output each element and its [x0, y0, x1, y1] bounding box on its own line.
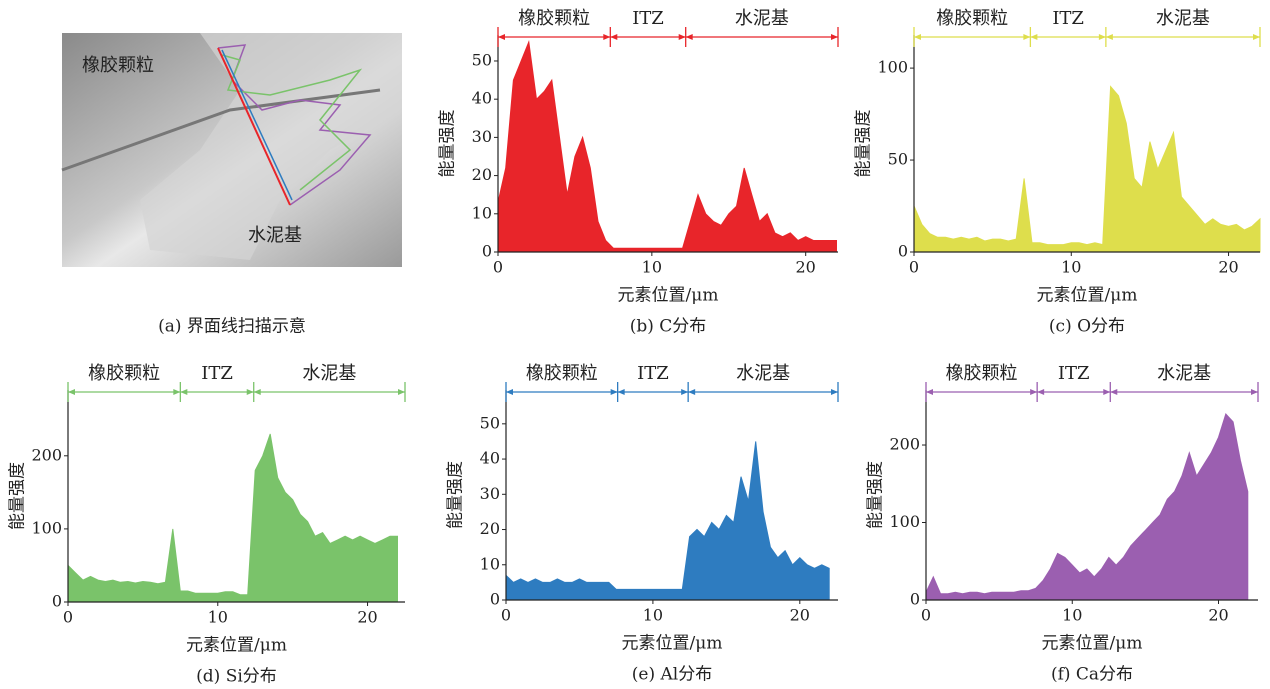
y-tick-label: 0 [52, 592, 62, 611]
x-axis-label: 元素位置/μm [618, 286, 719, 306]
x-tick-label: 20 [1218, 258, 1238, 277]
caption: (d) Si分布 [196, 667, 277, 687]
caption: (b) C分布 [630, 317, 707, 337]
y-tick-label: 20 [472, 165, 492, 184]
sem-image: 橡胶颗粒 水泥基 (a) 界面线扫描示意 [62, 33, 402, 337]
y-tick-label: 10 [472, 203, 492, 222]
y-tick-label: 40 [472, 89, 492, 108]
x-tick-label: 10 [208, 608, 228, 627]
caption: (e) Al分布 [632, 665, 712, 685]
y-tick-label: 50 [480, 413, 500, 432]
region-label: 橡胶颗粒 [82, 55, 154, 76]
x-tick-label: 0 [909, 258, 919, 277]
x-axis-label: 元素位置/μm [622, 634, 723, 654]
x-tick-label: 10 [1062, 606, 1082, 625]
x-axis-label: 元素位置/μm [1042, 634, 1143, 654]
region-label: 水泥基 [1157, 363, 1211, 384]
y-tick-label: 50 [888, 150, 908, 169]
y-axis-label: 能量强度 [866, 461, 886, 529]
x-tick-label: 20 [790, 606, 810, 625]
area [68, 434, 398, 602]
x-tick-label: 10 [1061, 258, 1081, 277]
y-tick-label: 20 [480, 519, 500, 538]
region-label: ITZ [1052, 8, 1084, 29]
y-axis-label: 能量强度 [438, 110, 458, 178]
region-label: ITZ [637, 363, 669, 384]
x-tick-label: 20 [1208, 606, 1228, 625]
region-label: 水泥基 [735, 8, 789, 29]
region-label: ITZ [632, 8, 664, 29]
region-label: 水泥基 [248, 225, 302, 246]
y-tick-label: 0 [910, 590, 920, 609]
x-tick-label: 10 [643, 606, 663, 625]
area [926, 414, 1248, 600]
y-tick-label: 100 [877, 58, 908, 77]
x-tick-label: 20 [357, 608, 377, 627]
y-tick-label: 40 [480, 449, 500, 468]
y-tick-label: 0 [482, 242, 492, 261]
y-tick-label: 200 [31, 445, 62, 464]
y-tick-label: 0 [898, 242, 908, 261]
x-axis-label: 元素位置/μm [1037, 286, 1138, 306]
area [506, 441, 829, 600]
region-label: 橡胶颗粒 [936, 8, 1008, 29]
figure: 橡胶颗粒 水泥基 (a) 界面线扫描示意 0 10 20 30 40 50 0 10 20 橡胶颗… [0, 0, 1270, 689]
x-tick-label: 20 [796, 258, 816, 277]
region-label: ITZ [1058, 363, 1090, 384]
x-tick-label: 10 [642, 258, 662, 277]
y-axis-label: 能量强度 [446, 461, 466, 529]
x-tick-label: 0 [63, 608, 73, 627]
region-label: 水泥基 [1156, 8, 1210, 29]
y-tick-label: 30 [472, 127, 492, 146]
caption: (c) O分布 [1049, 317, 1125, 337]
x-tick-label: 0 [921, 606, 931, 625]
caption: (a) 界面线扫描示意 [158, 317, 306, 337]
y-tick-label: 0 [490, 590, 500, 609]
region-label: 水泥基 [736, 363, 790, 384]
y-tick-label: 100 [889, 512, 920, 531]
y-axis-label: 能量强度 [854, 110, 874, 178]
x-tick-label: 0 [501, 606, 511, 625]
region-label: 橡胶颗粒 [946, 363, 1018, 384]
region-label: 橡胶颗粒 [526, 363, 598, 384]
y-tick-label: 200 [889, 435, 920, 454]
y-tick-label: 30 [480, 484, 500, 503]
region-label: 橡胶颗粒 [518, 8, 590, 29]
y-tick-label: 50 [472, 50, 492, 69]
area [498, 42, 837, 252]
area [914, 87, 1260, 253]
y-tick-label: 10 [480, 554, 500, 573]
y-tick-label: 100 [31, 518, 62, 537]
caption: (f) Ca分布 [1051, 665, 1133, 685]
region-label: ITZ [201, 363, 233, 384]
region-label: 橡胶颗粒 [88, 363, 160, 384]
y-axis-label: 能量强度 [8, 462, 28, 530]
region-label: 水泥基 [302, 363, 356, 384]
x-tick-label: 0 [493, 258, 503, 277]
x-axis-label: 元素位置/μm [186, 636, 287, 656]
